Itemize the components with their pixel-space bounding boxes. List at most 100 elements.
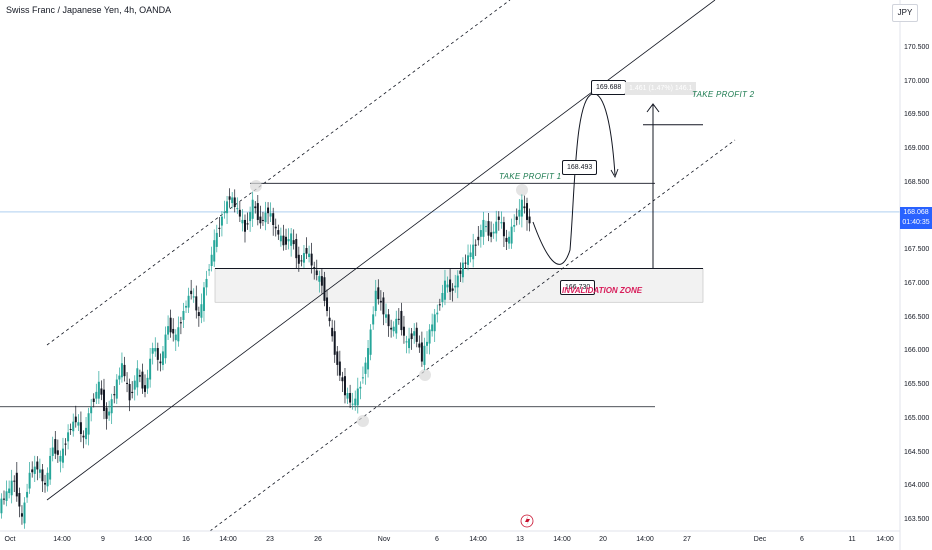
candle-body	[320, 276, 323, 286]
candle-body	[449, 279, 452, 292]
candle-body	[328, 317, 331, 322]
candle-body	[256, 203, 259, 220]
time-tick-label: 6	[800, 536, 804, 543]
time-tick-label: Oct	[4, 536, 16, 543]
candle-body	[123, 364, 126, 377]
candle-body	[387, 314, 390, 327]
candle-body	[269, 213, 272, 217]
candle-body	[192, 296, 195, 298]
candle-body	[49, 455, 52, 480]
candle-body	[259, 216, 262, 224]
candle-body	[236, 208, 239, 210]
candle-body	[372, 314, 375, 325]
candle-body	[379, 300, 382, 303]
price-tick-label: 163.500	[904, 516, 930, 523]
candle-body	[187, 295, 190, 308]
candle-body	[172, 328, 175, 334]
candle-body	[515, 216, 518, 220]
candle-body	[92, 398, 95, 402]
price-range-measure[interactable]: 1.461 (1.47%) 146.1	[625, 82, 697, 95]
candle-body	[128, 384, 131, 401]
invalidation-price-callout[interactable]: 166.730	[560, 280, 596, 295]
time-tick-label: 16	[182, 536, 190, 543]
candle-body	[395, 318, 398, 334]
time-tick-label: 27	[683, 536, 691, 543]
candle-body	[482, 219, 485, 237]
candle-body	[154, 348, 157, 352]
candle-body	[308, 253, 311, 258]
candle-body	[495, 221, 498, 234]
candle-body	[497, 216, 500, 220]
candle-body	[477, 236, 480, 241]
candle-body	[185, 305, 188, 308]
candle-body	[5, 491, 8, 501]
time-tick-label: 6	[435, 536, 439, 543]
candle-body	[302, 253, 305, 263]
candle-body	[384, 314, 387, 318]
candle-body	[28, 472, 31, 489]
candle-body	[326, 297, 329, 311]
take-profit-2-label: TAKE PROFIT 2	[692, 90, 755, 99]
price-tick-label: 169.500	[904, 111, 930, 119]
pivot-marker	[516, 184, 528, 196]
candle-body	[41, 469, 44, 482]
candle-body	[223, 211, 226, 214]
candle-body	[15, 472, 18, 497]
candle-body	[410, 333, 413, 340]
candle-body	[369, 329, 372, 355]
candle-body	[274, 226, 277, 229]
candle-body	[415, 327, 418, 342]
candle-body	[469, 252, 472, 258]
candle-body	[254, 206, 257, 209]
price-tick-label: 169.000	[904, 145, 930, 153]
candle-body	[67, 432, 70, 442]
candle-body	[179, 322, 182, 324]
candle-body	[61, 448, 64, 463]
candle-body	[156, 348, 159, 360]
candle-body	[197, 312, 200, 317]
time-tick-label: 26	[314, 536, 322, 543]
candle-body	[238, 209, 241, 217]
invalidation-zone-rect	[214, 268, 704, 303]
candle-body	[420, 342, 423, 362]
candle-body	[167, 326, 170, 335]
tp2-price-callout[interactable]: 169.688	[591, 80, 627, 95]
time-tick-label: 14:00	[469, 536, 487, 543]
candle-body	[461, 262, 464, 278]
candle-body	[100, 388, 103, 395]
time-tick-label: 23	[266, 536, 274, 543]
time-tick-label: 9	[101, 536, 105, 543]
candle-body	[182, 310, 185, 320]
candle-body	[382, 297, 385, 315]
candle-body	[146, 377, 149, 389]
candle-body	[51, 447, 54, 456]
candle-body	[169, 317, 172, 333]
candle-body	[120, 363, 123, 378]
candle-body	[436, 312, 439, 315]
currency-selector[interactable]: JPY	[892, 4, 918, 22]
time-tick-label: Nov	[377, 536, 391, 543]
candle-body	[438, 304, 441, 306]
price-tick-label: 167.000	[904, 280, 930, 287]
candle-body	[118, 375, 121, 380]
candle-body	[138, 375, 141, 377]
candle-body	[133, 380, 136, 390]
candle-body	[523, 206, 526, 209]
price-tick-label: 168.500	[904, 178, 930, 186]
candle-body	[315, 270, 318, 276]
candle-body	[13, 480, 16, 482]
candle-body	[451, 288, 454, 291]
candle-body	[341, 377, 344, 382]
candle-body	[400, 310, 403, 331]
candle-body	[64, 443, 67, 445]
candle-body	[295, 239, 298, 259]
time-tick-label: Dec	[753, 536, 767, 543]
lightning-icon[interactable]	[520, 514, 534, 528]
candle-body	[272, 213, 275, 225]
candle-body	[346, 393, 349, 399]
candle-body	[95, 391, 98, 399]
tp1-price-callout[interactable]: 168.493	[562, 160, 598, 175]
candle-body	[377, 287, 380, 300]
price-tick-label: 170.000	[904, 77, 930, 85]
